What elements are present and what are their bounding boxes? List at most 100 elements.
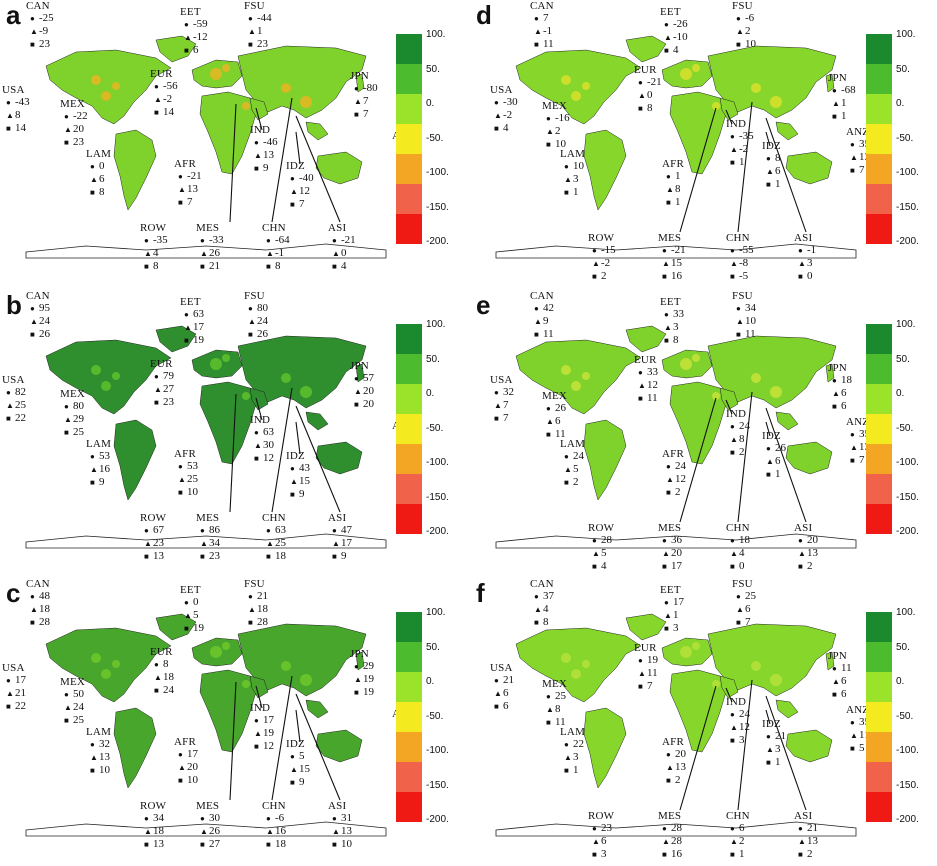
region-value-row: ● -56 xyxy=(150,80,178,93)
circle-marker-icon: ● xyxy=(592,536,597,545)
region-value-row: ■ 25 xyxy=(60,714,85,727)
landmass-greenland xyxy=(155,35,197,63)
region-label-eur: EUR ● 79 ▲27 ■ 23 xyxy=(150,358,174,409)
region-value-row: ■ 7 xyxy=(286,198,314,211)
triangle-marker-icon: ▲ xyxy=(494,111,502,120)
circle-marker-icon: ● xyxy=(666,750,671,759)
region-value: 1 xyxy=(573,186,579,198)
region-name: JPN xyxy=(828,72,847,84)
region-value-row: ▲13 xyxy=(250,149,278,162)
circle-marker-icon: ● xyxy=(494,98,499,107)
region-label-eet: EET ● -59 ▲-12 ■ 6 xyxy=(180,6,208,57)
region-value-row: ■ 27 xyxy=(196,838,220,851)
region-value: -6 xyxy=(275,812,285,824)
triangle-marker-icon: ▲ xyxy=(664,323,672,332)
region-value-row: ▲1 xyxy=(660,609,684,622)
region-value-row: ▲3 xyxy=(762,743,786,756)
region-value-row: ▲6 xyxy=(828,675,852,688)
region-label-chn: CHN ● -64 ▲-1 ■ 8 xyxy=(262,222,290,273)
leader-line xyxy=(725,109,733,125)
color-scale-tick-label: -150. xyxy=(426,491,449,503)
region-name: MES xyxy=(658,232,682,244)
triangle-marker-icon: ▲ xyxy=(736,317,744,326)
region-value-row: ● 30 xyxy=(196,812,220,825)
leader-line xyxy=(765,421,771,437)
color-scale-segment xyxy=(396,474,422,504)
color-scale-segment xyxy=(396,732,422,762)
region-value-row: ■ 1 xyxy=(662,196,684,209)
color-scale-segment xyxy=(396,444,422,474)
region-label-chn: CHN ● 6 ▲2 ■ 1 xyxy=(726,810,750,861)
circle-marker-icon: ● xyxy=(592,824,597,833)
region-value-row: ▲8 xyxy=(726,433,750,446)
triangle-marker-icon: ▲ xyxy=(494,401,502,410)
region-value: 28 xyxy=(39,616,50,628)
region-value-row: ● 50 xyxy=(60,688,85,701)
landmass-asia xyxy=(707,335,837,409)
landmass-australia xyxy=(315,729,363,763)
region-value: 17 xyxy=(187,748,198,760)
region-value-row: ● 34 xyxy=(140,812,166,825)
region-value-row: ● 17 xyxy=(250,714,274,727)
region-value-row: ▲0 xyxy=(634,89,662,102)
region-name: IDZ xyxy=(286,160,305,172)
region-value: 3 xyxy=(673,622,679,634)
region-value-row: ■ 11 xyxy=(530,38,554,51)
region-value: 21 xyxy=(257,590,268,602)
region-label-mex: MEX ● 50 ▲24 ■ 25 xyxy=(60,676,85,727)
region-value: 24 xyxy=(73,701,84,713)
region-value-row: ■ 23 xyxy=(26,38,54,51)
triangle-marker-icon: ▲ xyxy=(266,539,274,548)
region-label-usa: USA ● 32 ▲7 ■ 7 xyxy=(490,374,514,425)
region-value-row: ■ -5 xyxy=(726,270,754,283)
world-map-e xyxy=(495,325,857,549)
region-value: 18 xyxy=(841,374,852,386)
square-marker-icon: ■ xyxy=(736,330,741,339)
circle-marker-icon: ● xyxy=(354,374,359,383)
region-value: 6 xyxy=(775,165,781,177)
square-marker-icon: ■ xyxy=(766,180,771,189)
region-value-row: ▲12 xyxy=(286,185,314,198)
region-value: 8 xyxy=(99,186,105,198)
region-name: MEX xyxy=(542,390,568,402)
region-name: IDZ xyxy=(286,738,305,750)
region-value: -9 xyxy=(39,25,49,37)
circle-marker-icon: ● xyxy=(494,388,499,397)
color-scale-segment xyxy=(396,642,422,672)
landmass-southAmerica xyxy=(583,419,627,501)
triangle-marker-icon: ▲ xyxy=(638,381,646,390)
region-label-fsu: FSU ● 25 ▲6 ■ 7 xyxy=(732,578,756,629)
region-value-row: ● 86 xyxy=(196,524,220,537)
region-value-row: ● 18 xyxy=(726,534,750,547)
triangle-marker-icon: ▲ xyxy=(144,539,152,548)
region-label-jpn: JPN ● -80 ▲7 ■ 7 xyxy=(350,70,378,121)
triangle-marker-icon: ▲ xyxy=(332,827,340,836)
region-value-row: ● -21 xyxy=(634,76,662,89)
region-name: USA xyxy=(2,374,25,386)
region-value-row: ▲29 xyxy=(60,413,85,426)
region-value-row: ■ 10 xyxy=(86,764,111,777)
landmass-northAmerica xyxy=(515,339,642,415)
landmass-asia xyxy=(237,623,367,697)
color-scale-segment xyxy=(866,354,892,384)
color-scale-segment xyxy=(866,384,892,414)
region-name: EET xyxy=(180,296,201,308)
circle-marker-icon: ● xyxy=(290,752,295,761)
region-label-afr: AFR ● 24 ▲12 ■ 2 xyxy=(662,448,686,499)
color-scale-bar xyxy=(396,612,422,822)
circle-marker-icon: ● xyxy=(90,162,95,171)
region-value: 18 xyxy=(39,603,50,615)
region-value: 26 xyxy=(555,402,566,414)
region-value: 4 xyxy=(341,260,347,272)
region-value: 20 xyxy=(73,123,84,135)
region-value-row: ▲-2 xyxy=(490,109,518,122)
region-value: -35 xyxy=(739,130,754,142)
world-map-d xyxy=(495,35,857,259)
triangle-marker-icon: ▲ xyxy=(766,457,774,466)
region-name: MEX xyxy=(542,100,568,112)
region-value: 18 xyxy=(275,550,286,562)
region-value: 20 xyxy=(675,748,686,760)
square-marker-icon: ■ xyxy=(730,736,735,745)
square-marker-icon: ■ xyxy=(354,688,359,697)
region-value: 23 xyxy=(153,537,164,549)
